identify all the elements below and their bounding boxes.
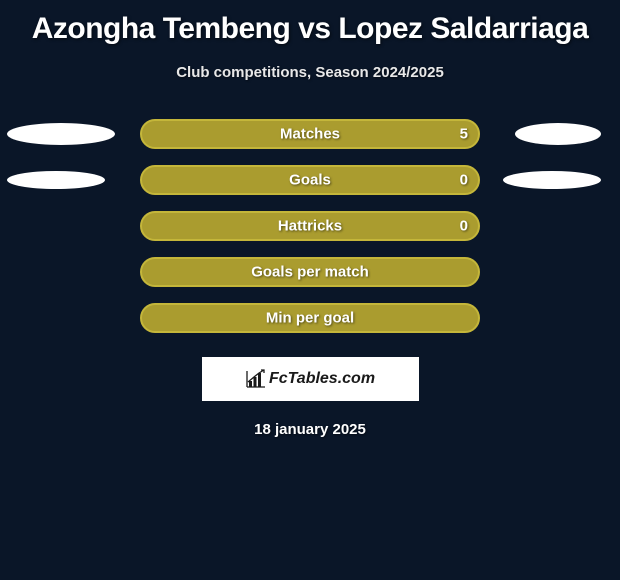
right-ellipse	[503, 171, 601, 189]
stat-row-hattricks: Hattricks 0	[0, 211, 620, 241]
stat-bar: Hattricks 0	[140, 211, 480, 241]
logo-box: FcTables.com	[202, 357, 419, 401]
stat-row-goals-per-match: Goals per match	[0, 257, 620, 287]
stat-label: Min per goal	[266, 310, 354, 327]
stat-value: 5	[460, 126, 468, 143]
stat-label: Matches	[280, 126, 340, 143]
stat-label: Goals	[289, 172, 331, 189]
logo-chart-icon	[245, 369, 267, 389]
stat-label: Goals per match	[251, 264, 369, 281]
page-subtitle: Club competitions, Season 2024/2025	[0, 64, 620, 81]
stat-value: 0	[460, 218, 468, 235]
left-ellipse	[7, 123, 115, 145]
stat-row-matches: Matches 5	[0, 119, 620, 149]
stat-label: Hattricks	[278, 218, 342, 235]
stat-bar: Goals per match	[140, 257, 480, 287]
right-ellipse	[515, 123, 601, 145]
stat-bar: Matches 5	[140, 119, 480, 149]
stat-value: 0	[460, 172, 468, 189]
page-title: Azongha Tembeng vs Lopez Saldarriaga	[0, 0, 620, 46]
left-ellipse	[7, 171, 105, 189]
logo-text: FcTables.com	[269, 370, 375, 388]
stat-row-goals: Goals 0	[0, 165, 620, 195]
stat-bar: Goals 0	[140, 165, 480, 195]
stats-container: Matches 5 Goals 0 Hattricks 0 Goals per …	[0, 119, 620, 333]
date-text: 18 january 2025	[0, 421, 620, 438]
stat-row-min-per-goal: Min per goal	[0, 303, 620, 333]
stat-bar: Min per goal	[140, 303, 480, 333]
